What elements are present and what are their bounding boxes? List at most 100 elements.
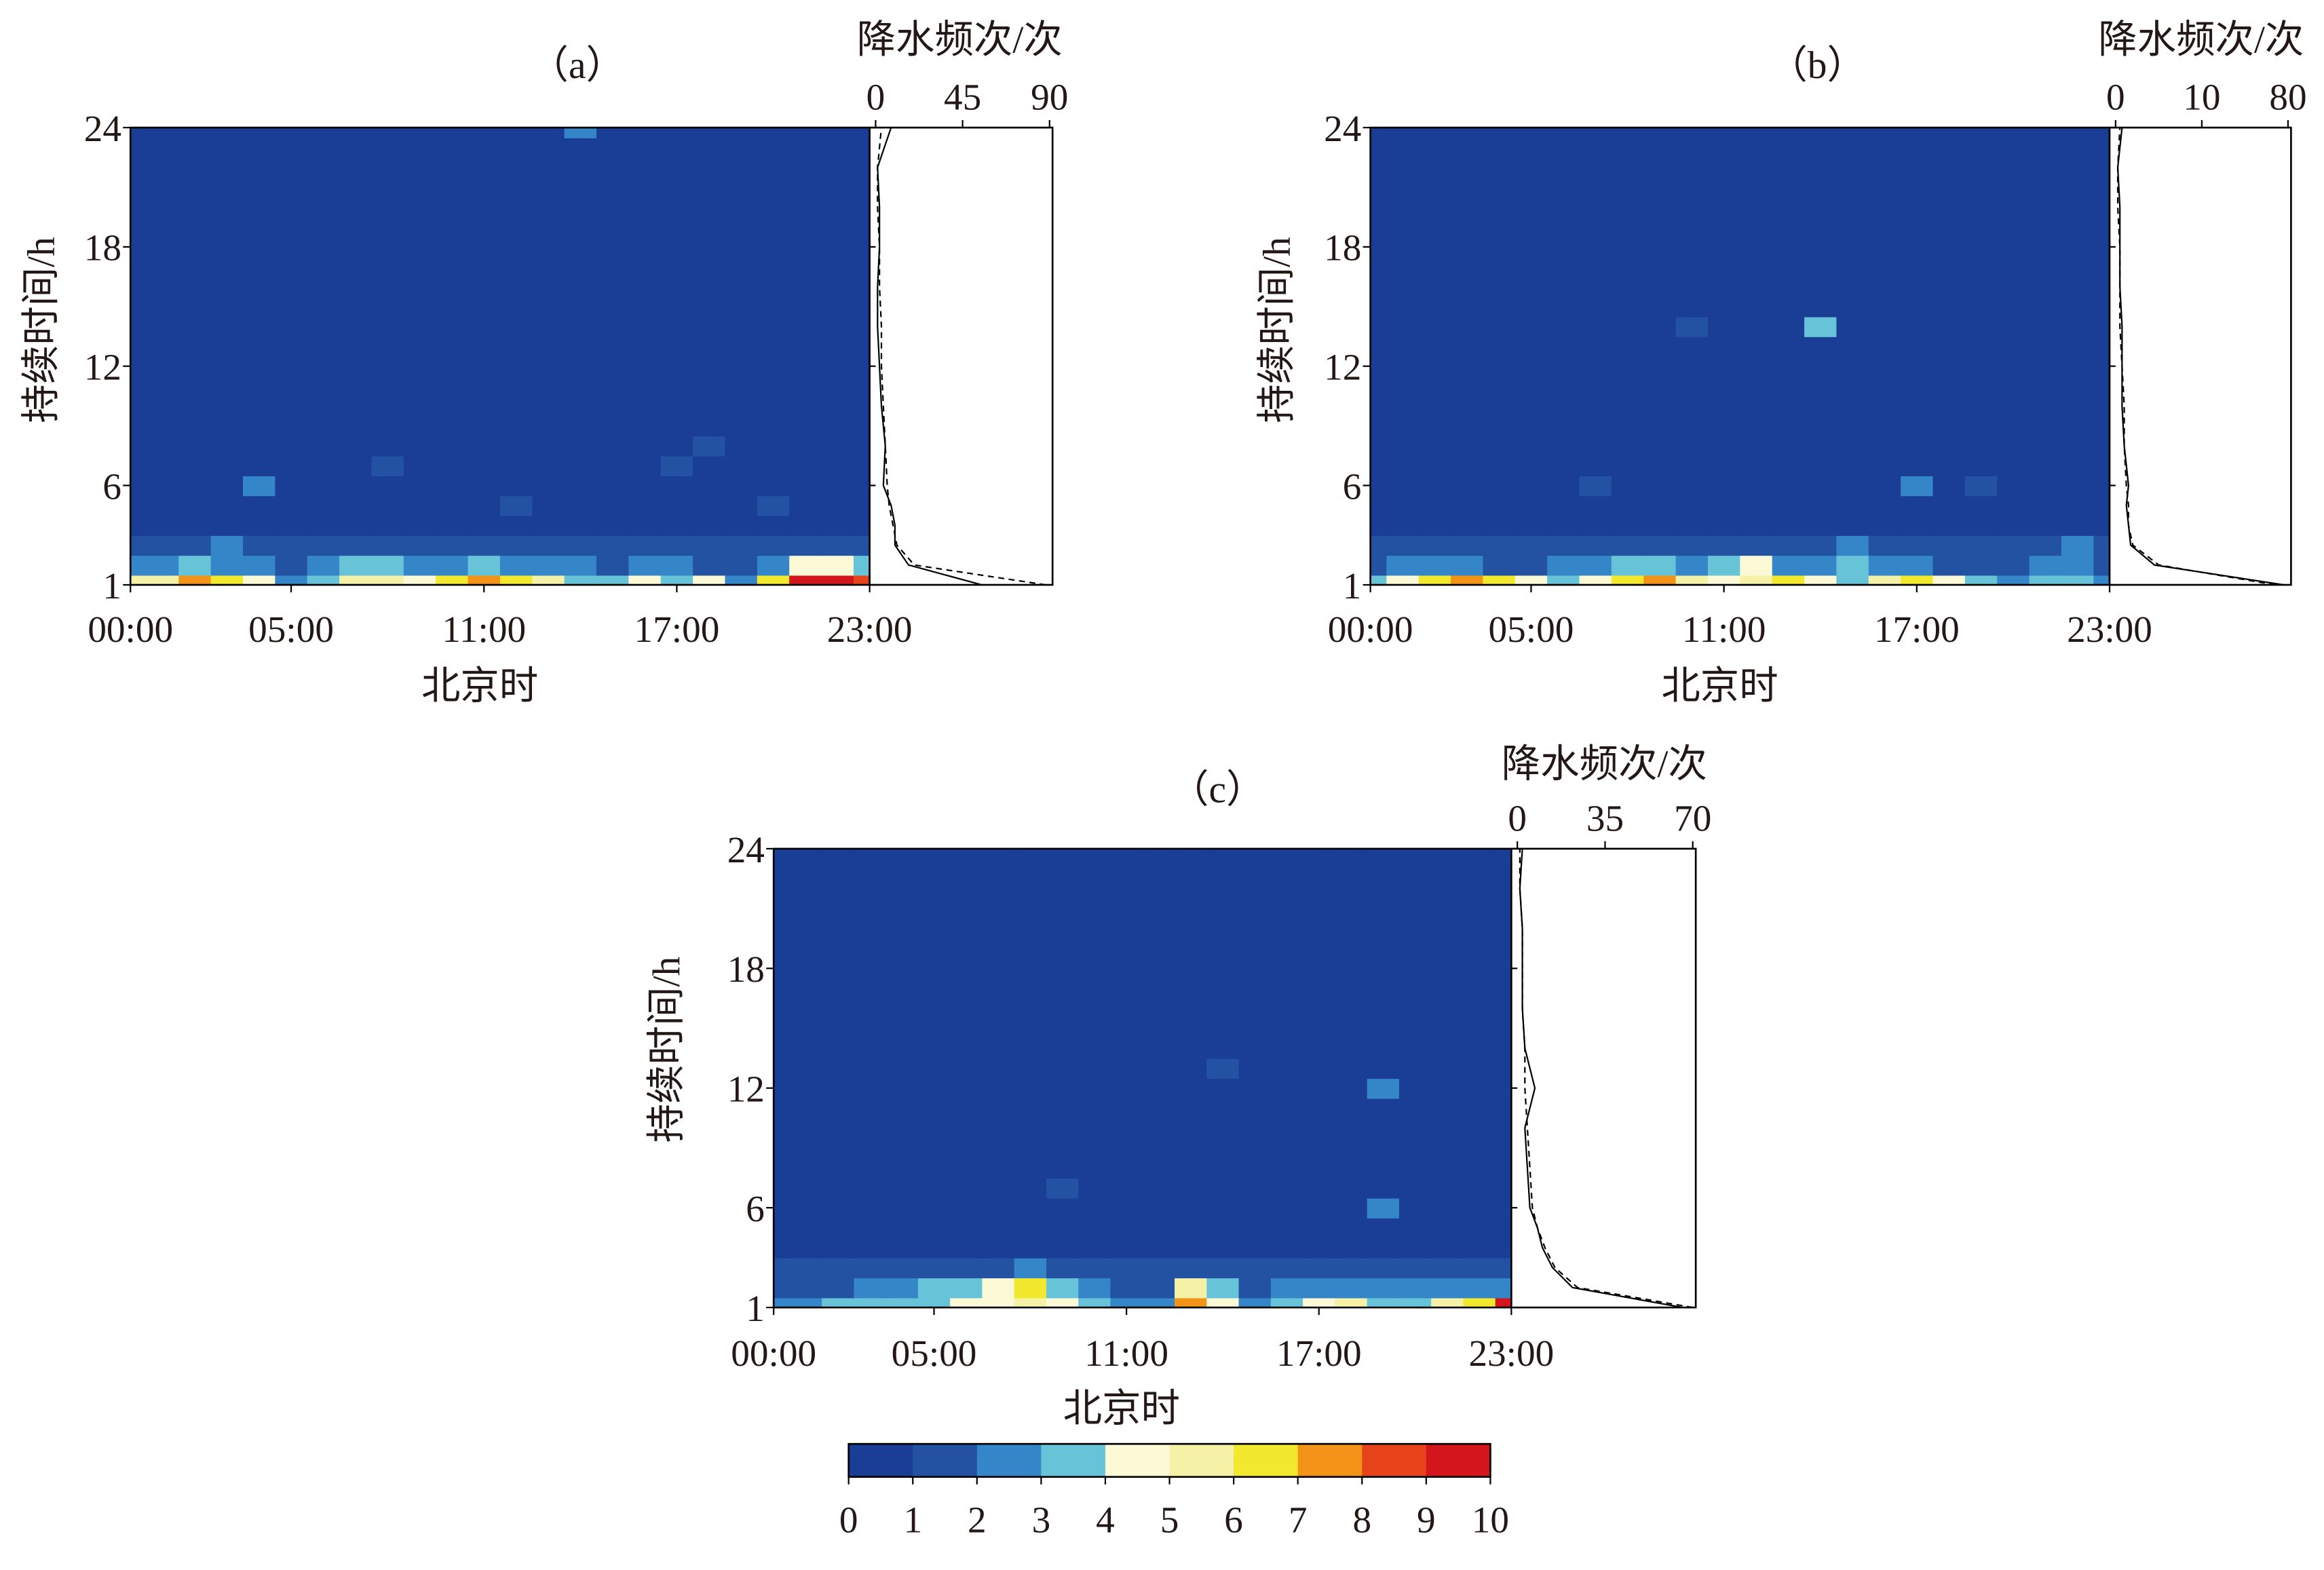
heatmap-cell xyxy=(564,216,598,238)
x-tick-label: 05:00 xyxy=(1489,609,1574,650)
colorbar-swatch xyxy=(1362,1444,1427,1477)
heatmap-cell xyxy=(1238,1058,1272,1079)
heatmap-cell xyxy=(725,415,758,437)
heatmap-cell xyxy=(1740,535,1773,556)
heatmap-cell xyxy=(1483,475,1516,497)
heatmap-cell xyxy=(1418,336,1452,358)
heatmap-cell xyxy=(1078,1018,1111,1039)
heatmap-cell xyxy=(1836,237,1869,258)
heatmap-cell xyxy=(1868,276,1902,298)
heatmap-cell xyxy=(660,455,694,476)
heatmap-cell xyxy=(774,1077,790,1099)
heatmap-cell xyxy=(822,1077,855,1099)
heatmap-cell xyxy=(275,256,308,277)
heatmap-cell xyxy=(2029,555,2063,576)
heatmap-cell xyxy=(130,177,148,198)
heatmap-cell xyxy=(1078,918,1111,940)
heatmap-cell xyxy=(822,938,855,959)
heatmap-cell xyxy=(130,276,148,298)
heatmap-cell xyxy=(1483,137,1516,159)
heatmap-cell xyxy=(1370,197,1388,218)
heatmap-cell xyxy=(725,535,758,556)
heatmap-cell xyxy=(1997,436,2030,457)
heatmap-cell xyxy=(1367,1157,1401,1179)
heatmap-cell xyxy=(403,177,437,198)
heatmap-cell xyxy=(757,237,790,258)
heatmap-cell xyxy=(1014,918,1048,940)
profile-frame xyxy=(2108,126,2292,586)
heatmap-cell xyxy=(1515,376,1548,397)
heatmap-cell xyxy=(532,436,565,457)
heatmap-cell xyxy=(1643,276,1677,298)
heatmap-cell xyxy=(1579,376,1612,397)
heatmap-cell xyxy=(1483,157,1516,178)
heatmap-cell xyxy=(371,555,404,576)
heatmap-cell xyxy=(660,555,694,576)
heatmap-cell xyxy=(1078,1238,1111,1259)
heatmap-cell xyxy=(950,1217,983,1239)
heatmap-cell xyxy=(2029,356,2063,377)
heatmap-cell xyxy=(1431,1238,1464,1259)
heatmap-cell xyxy=(210,177,244,198)
heatmap-cell xyxy=(1238,978,1272,999)
heatmap-cell xyxy=(854,898,887,919)
heatmap-cell xyxy=(693,495,726,516)
heatmap-cell xyxy=(1206,1277,1240,1299)
heatmap-cell xyxy=(1495,1238,1512,1259)
heatmap-cell xyxy=(307,197,341,218)
heatmap-cell xyxy=(403,296,437,318)
heatmap-cell xyxy=(1932,316,1966,337)
heatmap-cell xyxy=(1418,157,1452,178)
heatmap-cell xyxy=(1046,1098,1080,1119)
heatmap-cell xyxy=(2029,495,2063,516)
heatmap-cell xyxy=(146,276,180,298)
heatmap-cell xyxy=(403,555,437,576)
heatmap-cell xyxy=(1997,515,2030,536)
heatmap-cell xyxy=(982,858,1015,880)
heatmap-cell xyxy=(1431,1138,1464,1159)
heatmap-cell xyxy=(339,157,373,178)
heatmap-cell xyxy=(499,515,533,536)
heatmap-cell xyxy=(2093,177,2110,198)
heatmap-cell xyxy=(1142,1177,1176,1199)
heatmap-cell xyxy=(725,256,758,277)
heatmap-cell xyxy=(1707,197,1741,218)
heatmap-cell xyxy=(1451,216,1484,238)
heatmap-cell xyxy=(1707,475,1741,497)
heatmap-cell xyxy=(1579,396,1612,417)
heatmap-cell xyxy=(660,336,694,358)
heatmap-cell xyxy=(436,137,469,159)
heatmap-cell xyxy=(1643,197,1677,218)
heatmap-cell xyxy=(532,415,565,437)
heatmap-cell xyxy=(339,436,373,457)
heatmap-cell xyxy=(1836,128,1869,138)
profile-title: 降水频次/次 xyxy=(857,19,1063,62)
heatmap-cell xyxy=(693,336,726,358)
heatmap-cell xyxy=(1483,316,1516,337)
heatmap-cell xyxy=(1901,455,1934,476)
heatmap-cell xyxy=(596,436,630,457)
heatmap-cell xyxy=(789,998,823,1019)
heatmap-cell xyxy=(789,1257,823,1279)
heatmap-cell xyxy=(178,316,212,337)
heatmap-cell xyxy=(1046,1277,1080,1299)
heatmap-cell xyxy=(2061,237,2095,258)
heatmap-cell xyxy=(1431,958,1464,980)
heatmap-cell xyxy=(757,197,790,218)
heatmap-cell xyxy=(1335,958,1368,980)
heatmap-cell xyxy=(596,575,630,586)
heatmap-cell xyxy=(1014,1217,1048,1239)
y-axis-label: 持续时间/h xyxy=(1255,237,1298,423)
heatmap-cell xyxy=(885,848,919,860)
heatmap-cell xyxy=(1483,415,1516,437)
heatmap-cell xyxy=(130,128,148,138)
heatmap-cell xyxy=(725,356,758,377)
heatmap-cell xyxy=(1611,396,1645,417)
heatmap-cell xyxy=(1643,575,1677,586)
heatmap-cell xyxy=(854,978,887,999)
heatmap-cell xyxy=(982,1038,1015,1059)
heatmap-cell xyxy=(1932,436,1966,457)
heatmap-cell xyxy=(1078,1098,1111,1119)
heatmap-cell xyxy=(436,276,469,298)
heatmap-cell xyxy=(1547,296,1580,318)
